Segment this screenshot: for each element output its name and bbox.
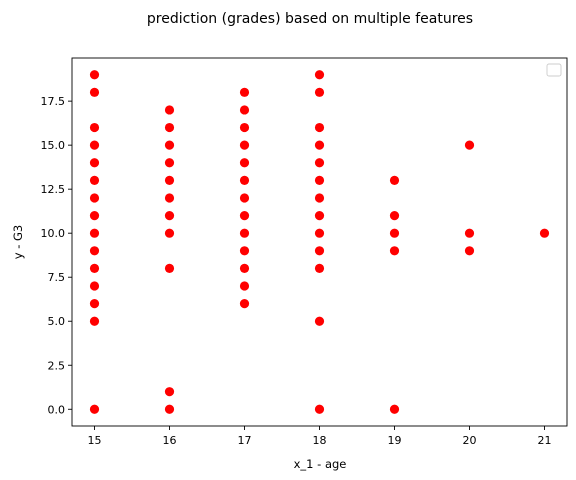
data-point	[389, 210, 400, 221]
data-point	[164, 158, 175, 168]
data-points	[89, 70, 550, 414]
x-tick-label: 17	[238, 434, 252, 447]
data-point	[89, 158, 100, 168]
data-point	[314, 70, 325, 80]
data-point	[89, 228, 100, 238]
y-tick-label: 7.5	[48, 271, 66, 284]
data-point	[164, 105, 175, 115]
data-point	[314, 140, 325, 150]
data-point	[314, 193, 325, 203]
data-point	[239, 140, 250, 150]
data-point	[239, 228, 250, 238]
data-point	[314, 228, 325, 238]
data-point	[239, 193, 250, 203]
data-point	[89, 281, 100, 291]
data-point	[314, 316, 325, 326]
data-point	[239, 299, 250, 309]
data-point	[389, 175, 400, 185]
y-tick-label: 2.5	[48, 359, 66, 372]
data-point	[464, 228, 475, 238]
y-tick-label: 10.0	[41, 227, 66, 240]
data-point	[314, 263, 325, 274]
data-point	[164, 175, 175, 185]
x-tick-label: 18	[313, 434, 327, 447]
data-point	[164, 404, 175, 414]
data-point	[89, 316, 100, 326]
x-tick-label: 21	[538, 434, 552, 447]
data-point	[89, 87, 100, 97]
data-point	[239, 210, 250, 221]
data-point	[389, 246, 400, 256]
data-point	[239, 122, 250, 133]
y-axis-label: y - G3	[11, 225, 25, 260]
legend-box	[546, 63, 562, 77]
y-tick-label: 12.5	[41, 183, 66, 196]
data-point	[314, 210, 325, 221]
data-point	[89, 299, 100, 309]
data-point	[314, 158, 325, 168]
y-tick-label: 17.5	[41, 95, 66, 108]
data-point	[164, 387, 175, 397]
x-tick-label: 20	[463, 434, 477, 447]
y-tick-label: 15.0	[41, 139, 66, 152]
data-point	[314, 87, 325, 97]
data-point	[239, 105, 250, 115]
data-point	[164, 263, 175, 274]
data-point	[89, 193, 100, 203]
data-point	[164, 210, 175, 221]
data-point	[239, 175, 250, 185]
data-point	[239, 87, 250, 97]
data-point	[89, 210, 100, 221]
data-point	[239, 263, 250, 274]
data-point	[314, 175, 325, 185]
data-point	[539, 228, 550, 238]
data-point	[164, 193, 175, 203]
data-point	[89, 70, 100, 80]
data-point	[89, 140, 100, 150]
data-point	[89, 175, 100, 185]
data-point	[164, 228, 175, 238]
x-tick-label: 15	[88, 434, 102, 447]
x-axis-ticks: 15 16 17 18 19 20 21	[88, 426, 552, 447]
data-point	[239, 246, 250, 256]
data-point	[314, 246, 325, 256]
data-point	[89, 246, 100, 256]
data-point	[89, 263, 100, 274]
data-point	[314, 404, 325, 414]
plot-frame	[71, 57, 568, 427]
y-tick-label: 0.0	[48, 403, 66, 416]
data-point	[164, 122, 175, 133]
data-point	[464, 246, 475, 256]
x-axis-label: x_1 - age	[294, 457, 347, 471]
data-point	[389, 228, 400, 238]
data-point	[89, 122, 100, 133]
x-tick-label: 19	[388, 434, 402, 447]
data-point	[164, 140, 175, 150]
data-point	[464, 140, 475, 150]
y-axis-ticks: 0.0 2.5 5.0 7.5 10.0 12.5 15.0 17.5	[41, 95, 72, 416]
data-point	[314, 122, 325, 133]
x-tick-label: 16	[163, 434, 177, 447]
data-point	[239, 281, 250, 291]
data-point	[239, 158, 250, 168]
y-tick-label: 5.0	[48, 315, 66, 328]
chart-title: prediction (grades) based on multiple fe…	[147, 11, 473, 27]
data-point	[89, 404, 100, 414]
data-point	[389, 404, 400, 414]
